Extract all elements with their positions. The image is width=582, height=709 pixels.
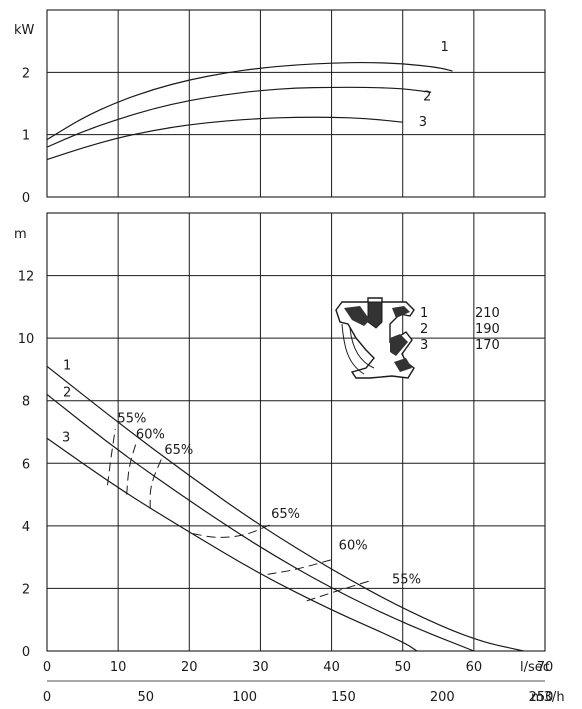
impeller-legend-number: 2 <box>420 322 428 337</box>
x-tick-lsec: 20 <box>181 660 198 675</box>
efficiency-curve-left <box>150 457 162 509</box>
x-tick-m3h: 200 <box>430 690 455 705</box>
head-frame <box>47 213 545 651</box>
power-y-tick: 0 <box>22 191 30 206</box>
head-y-tick: 4 <box>22 520 30 535</box>
x-tick-m3h: 100 <box>232 690 257 705</box>
head-unit-label: m <box>14 227 27 242</box>
power-unit-label: kW <box>14 23 35 38</box>
efficiency-label: 60% <box>136 427 165 442</box>
power-labels: kW 0 1 2 1 2 3 <box>14 23 449 206</box>
efficiency-curve-right <box>268 559 336 575</box>
impeller-hub <box>368 302 382 328</box>
impeller-legend-number: 1 <box>420 306 428 321</box>
x-tick-lsec: 30 <box>252 660 269 675</box>
head-grid <box>47 213 545 651</box>
efficiency-curve-left <box>127 441 137 494</box>
head-y-tick: 12 <box>18 270 35 285</box>
x-tick-lsec: 50 <box>394 660 411 675</box>
x-tick-m3h: 50 <box>138 690 155 705</box>
x-unit-lsec: l/sec <box>520 660 550 675</box>
efficiency-label: 55% <box>392 573 421 588</box>
power-y-tick: 1 <box>22 129 30 144</box>
power-curve-label-2: 2 <box>423 89 431 104</box>
power-curve-label-3: 3 <box>419 115 427 130</box>
efficiency-label: 55% <box>117 412 146 427</box>
x-tick-m3h: 150 <box>331 690 356 705</box>
head-curve-label-2: 2 <box>63 385 71 400</box>
efficiency-curve-right <box>307 581 371 601</box>
x-tick-lsec: 40 <box>323 660 340 675</box>
head-curve-label-3: 3 <box>62 430 70 445</box>
x-tick-m3h: 0 <box>43 690 51 705</box>
impeller-legend-diameter: 190 <box>475 322 500 337</box>
head-y-tick: 6 <box>22 457 30 472</box>
x-tick-lsec: 60 <box>466 660 483 675</box>
power-curve-1 <box>47 63 453 140</box>
head-curve-label-1: 1 <box>63 358 71 373</box>
efficiency-label: 65% <box>164 443 193 458</box>
x-unit-m3h: m3/h <box>531 690 565 705</box>
head-y-tick: 8 <box>22 395 30 410</box>
x-tick-lsec: 10 <box>110 660 127 675</box>
power-grid <box>47 10 545 197</box>
impeller-legend-diameter: 170 <box>475 338 500 353</box>
power-curves <box>47 63 453 160</box>
efficiency-label: 60% <box>339 538 368 553</box>
impeller-legend-diameter: 210 <box>475 306 500 321</box>
x-tick-lsec: 0 <box>43 660 51 675</box>
head-y-tick: 2 <box>22 582 30 597</box>
power-frame <box>47 10 545 197</box>
power-curve-3 <box>47 117 403 159</box>
power-y-tick: 2 <box>22 66 30 81</box>
power-curve-label-1: 1 <box>441 40 449 55</box>
efficiency-curve-left <box>107 429 115 485</box>
power-chart-panel: kW 0 1 2 1 2 3 <box>14 10 545 206</box>
head-y-tick: 10 <box>18 332 35 347</box>
impeller-legend-number: 3 <box>420 338 428 353</box>
power-curve-2 <box>47 87 431 147</box>
head-y-tick: 0 <box>22 645 30 660</box>
efficiency-label: 65% <box>271 507 300 522</box>
impeller-legend: 1 210 2 190 3 170 <box>420 306 500 353</box>
